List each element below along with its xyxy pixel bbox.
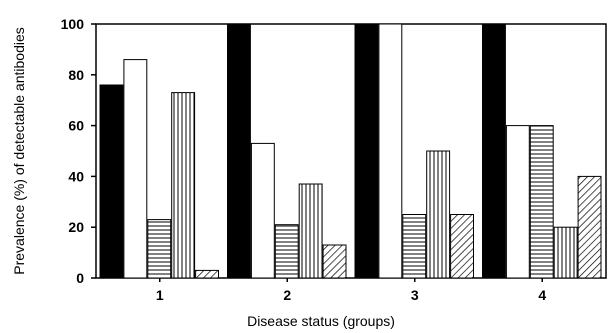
x-axis: 1 2 3 4 bbox=[156, 278, 546, 303]
x-tick-label: 1 bbox=[156, 287, 164, 303]
bar-group-2-diagonal-lines bbox=[322, 244, 347, 279]
bar-group-1-horizontal-lines bbox=[147, 219, 172, 279]
y-tick-label: 100 bbox=[61, 16, 85, 32]
bar-group-1-solid-black bbox=[99, 84, 124, 279]
bar-group-2-white bbox=[250, 142, 275, 279]
bar-group-4-white bbox=[505, 125, 530, 279]
bar-group-1-vertical-lines bbox=[171, 92, 196, 279]
plot-area bbox=[95, 23, 607, 279]
y-tick-label: 20 bbox=[68, 219, 84, 235]
plot-frame bbox=[95, 23, 607, 279]
bar-group-1-white bbox=[123, 59, 148, 279]
bar-group-2-vertical-lines bbox=[298, 183, 323, 279]
bar-group-4-solid-black bbox=[482, 23, 506, 279]
x-tick-label: 2 bbox=[283, 287, 291, 303]
y-tick-label: 0 bbox=[76, 270, 84, 286]
bar-group-3-horizontal-lines bbox=[402, 214, 427, 279]
y-axis-title: Prevalence (%) of detectable antibodies bbox=[11, 27, 27, 274]
bar-group-4-vertical-lines bbox=[553, 226, 578, 279]
y-tick-label: 60 bbox=[68, 118, 84, 134]
bar-group-1-diagonal-lines bbox=[195, 269, 220, 279]
bar-group-3-diagonal-lines bbox=[450, 214, 475, 279]
bar-group-3-white bbox=[378, 23, 403, 279]
x-tick-label: 4 bbox=[538, 287, 546, 303]
bar-group-4-horizontal-lines bbox=[529, 125, 554, 279]
bar-group-2-solid-black bbox=[227, 23, 251, 279]
x-tick-label: 3 bbox=[411, 287, 419, 303]
bar-group-3-vertical-lines bbox=[426, 150, 451, 279]
bars bbox=[99, 23, 602, 279]
y-tick-label: 40 bbox=[68, 168, 84, 184]
bar-group-4-diagonal-lines bbox=[577, 175, 602, 279]
y-tick-label: 80 bbox=[68, 67, 84, 83]
bar-group-3-solid-black bbox=[354, 23, 379, 279]
y-axis: 0 20 40 60 80 100 bbox=[61, 16, 96, 286]
x-axis-title: Disease status (groups) bbox=[247, 313, 395, 329]
bar-group-2-horizontal-lines bbox=[274, 224, 299, 279]
